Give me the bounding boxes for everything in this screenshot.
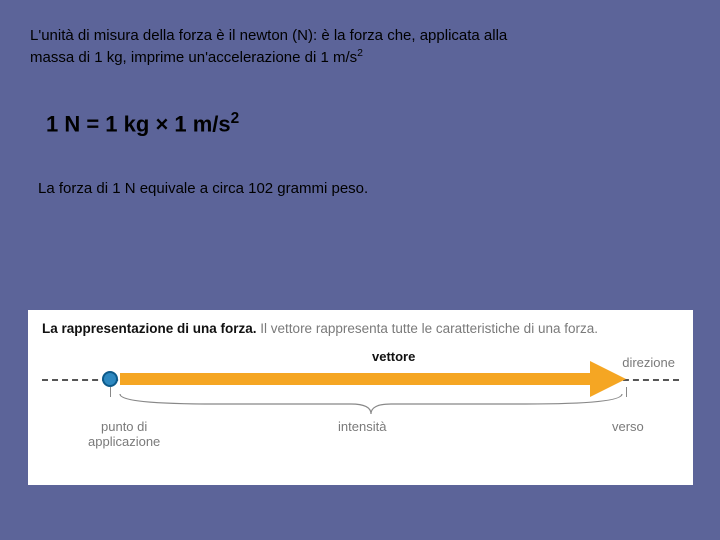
label-vettore: vettore: [372, 349, 415, 364]
formula-text: 1 N = 1 kg × 1 m/s: [46, 111, 231, 136]
vector-diagram: La rappresentazione di una forza. Il vet…: [28, 310, 693, 485]
brace-icon: [116, 392, 626, 416]
diagram-title-bold: La rappresentazione di una forza.: [42, 321, 257, 336]
intro-sup: 2: [357, 47, 363, 59]
tick-right: [626, 387, 627, 397]
label-punto-l2: applicazione: [88, 434, 160, 449]
intro-line1: L'unità di misura della forza è il newto…: [30, 27, 507, 44]
formula: 1 N = 1 kg × 1 m/s2: [46, 110, 239, 137]
intro-text: L'unità di misura della forza è il newto…: [30, 26, 650, 69]
formula-sup: 2: [231, 110, 240, 127]
arrow-area: vettore direzione punto di applicazione …: [42, 357, 679, 427]
tick-left: [110, 387, 111, 397]
label-punto-l1: punto di: [101, 419, 147, 434]
equivalence-text: La forza di 1 N equivale a circa 102 gra…: [38, 180, 368, 197]
label-punto: punto di applicazione: [88, 419, 160, 450]
arrow-shaft: [120, 373, 590, 385]
origin-point-icon: [102, 371, 118, 387]
label-direzione: direzione: [622, 355, 675, 370]
diagram-title: La rappresentazione di una forza. Il vet…: [42, 320, 679, 339]
intro-line2: massa di 1 kg, imprime un'accelerazione …: [30, 49, 357, 66]
diagram-title-rest: Il vettore rappresenta tutte le caratter…: [257, 321, 598, 336]
label-intensita: intensità: [338, 419, 386, 434]
label-verso: verso: [612, 419, 644, 434]
